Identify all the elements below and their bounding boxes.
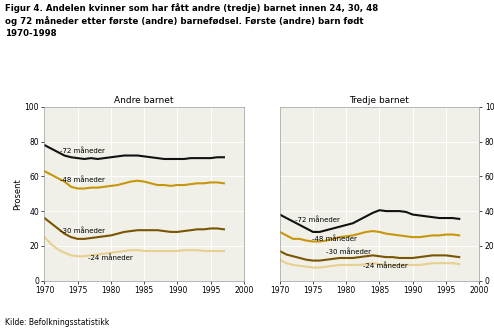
Text: -72 måneder: -72 måneder — [295, 217, 340, 223]
Text: -48 måneder: -48 måneder — [312, 236, 357, 242]
Title: Tredje barnet: Tredje barnet — [350, 96, 410, 105]
Text: -24 måneder: -24 måneder — [87, 254, 132, 261]
Text: -48 måneder: -48 måneder — [60, 177, 105, 183]
Text: Figur 4. Andelen kvinner som har fått andre (tredje) barnet innen 24, 30, 48
og : Figur 4. Andelen kvinner som har fått an… — [5, 3, 378, 38]
Text: -30 måneder: -30 måneder — [60, 227, 105, 234]
Text: Kilde: Befolkningsstatistikk: Kilde: Befolkningsstatistikk — [5, 318, 109, 327]
Title: Andre barnet: Andre barnet — [115, 96, 174, 105]
Text: -24 måneder: -24 måneder — [363, 262, 408, 269]
Text: -72 måneder: -72 måneder — [60, 147, 105, 154]
Text: -30 måneder: -30 måneder — [327, 248, 371, 255]
Y-axis label: Prosent: Prosent — [13, 178, 22, 210]
